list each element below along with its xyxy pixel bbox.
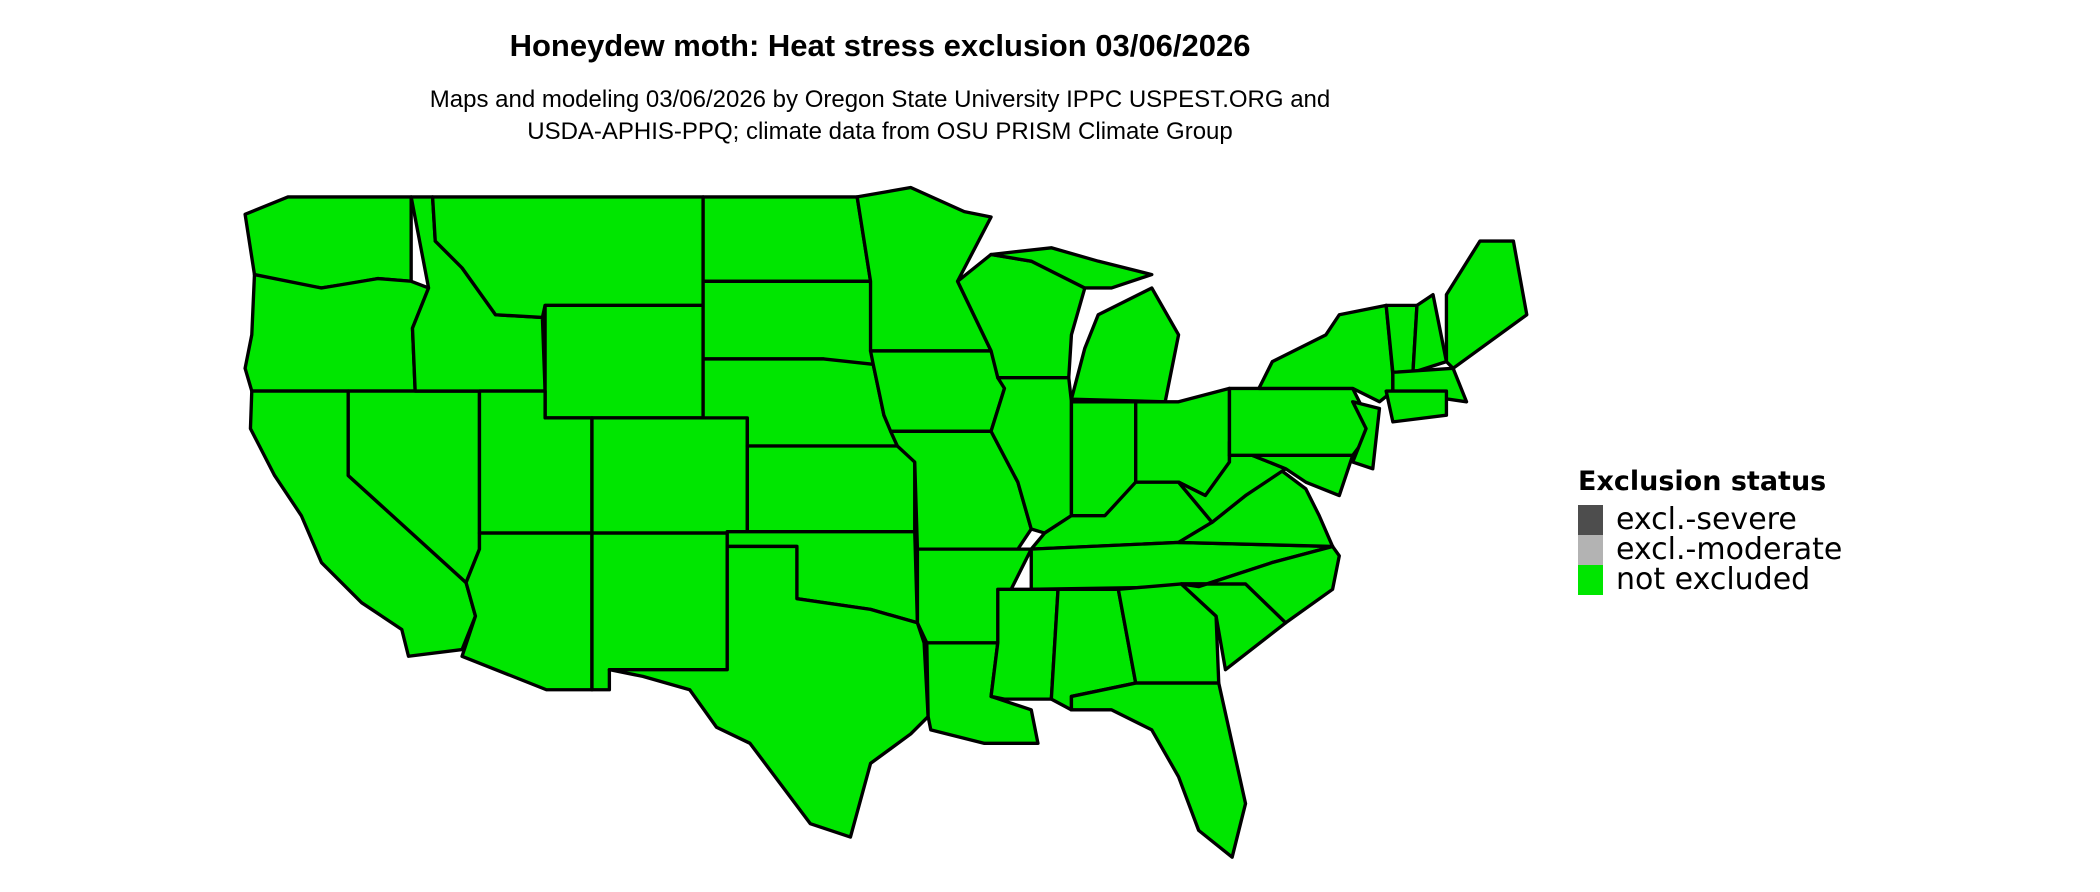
state-tx <box>607 544 930 839</box>
state-mi <box>1069 286 1181 404</box>
legend-item-severe: excl.-severe <box>1578 505 1842 535</box>
legend-label: excl.-moderate <box>1616 532 1843 567</box>
state-nm <box>590 531 729 692</box>
state-wa <box>243 195 413 290</box>
map-title: Honeydew moth: Heat stress exclusion 03/… <box>509 28 1251 63</box>
state-ny <box>1257 303 1395 404</box>
state-me <box>1444 239 1529 370</box>
legend-swatch-not-excluded <box>1578 565 1603 595</box>
state-il <box>989 376 1074 535</box>
legend: Exclusion status excl.-severe excl.-mode… <box>1578 466 1842 595</box>
legend-item-moderate: excl.-moderate <box>1578 535 1842 565</box>
state-fl <box>1069 681 1248 859</box>
state-ks <box>745 444 917 534</box>
state-ms <box>989 587 1060 701</box>
state-md <box>1227 453 1355 498</box>
legend-label: excl.-severe <box>1616 502 1797 537</box>
state-or <box>243 272 431 393</box>
map-subtitle-line-2: USDA-APHIS-PPQ; climate data from OSU PR… <box>527 118 1233 145</box>
state-ct <box>1384 389 1449 424</box>
state-co <box>590 416 749 535</box>
state-sd <box>701 279 875 366</box>
legend-title: Exclusion status <box>1578 466 1827 497</box>
state-mi-up <box>989 246 1154 290</box>
state-nj <box>1351 400 1382 471</box>
map-subtitle-line-1: Maps and modeling 03/06/2026 by Oregon S… <box>429 86 1331 113</box>
legend-swatch-moderate <box>1578 535 1603 565</box>
state-pa <box>1227 386 1375 458</box>
state-ga <box>1116 582 1221 685</box>
state-az <box>460 531 594 692</box>
legend-label: not excluded <box>1616 562 1811 597</box>
state-nh <box>1411 292 1449 375</box>
legend-swatch-severe <box>1578 505 1603 535</box>
state-nd <box>701 195 873 283</box>
legend-item-not-excluded: not excluded <box>1578 565 1842 595</box>
state-wy <box>543 303 705 420</box>
state-nc <box>1179 544 1341 625</box>
state-ia <box>868 349 1007 433</box>
